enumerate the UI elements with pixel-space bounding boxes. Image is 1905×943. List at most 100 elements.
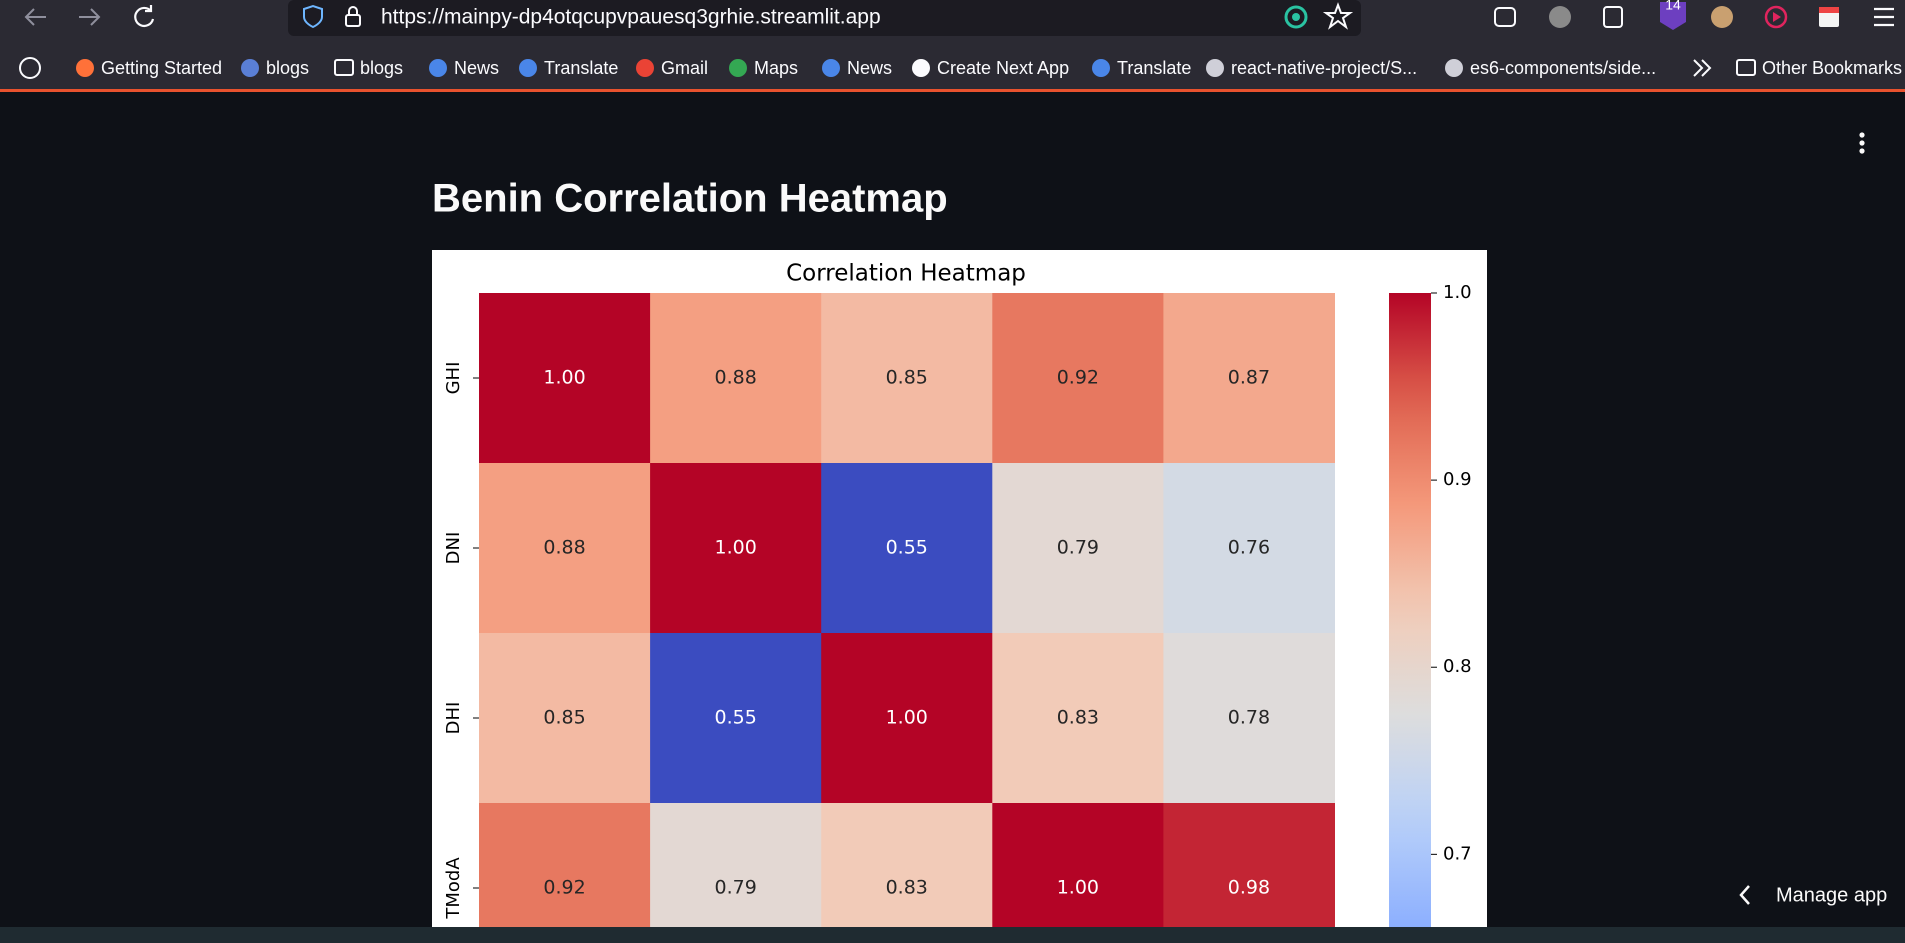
extension-dot [1292, 13, 1300, 21]
heatmap-cell [821, 293, 993, 464]
cell-label: 0.76 [1228, 537, 1270, 559]
globe-icon[interactable] [19, 57, 41, 79]
colorbar-tick-label: 0.7 [1443, 843, 1472, 864]
media-icon[interactable] [1764, 5, 1788, 29]
bookmark-icon [822, 59, 840, 77]
heatmap-cell [650, 803, 822, 927]
url-text[interactable]: https://mainpy-dp4otqcupvpauesq3grhie.st… [381, 6, 881, 29]
heatmap-cell [992, 293, 1164, 464]
nav-bar: https://mainpy-dp4otqcupvpauesq3grhie.st… [24, 0, 1894, 36]
badge-extension[interactable] [1660, 2, 1686, 30]
media-play [1773, 12, 1781, 22]
more-bookmarks[interactable] [1693, 59, 1712, 77]
cell-label: 0.92 [543, 877, 585, 899]
cell-label: 0.98 [1228, 877, 1270, 899]
url-field[interactable] [288, 0, 1361, 36]
bookmark-label[interactable]: react-native-project/S... [1231, 58, 1417, 78]
cell-label: 0.79 [714, 877, 756, 899]
bookmark-icon [1092, 59, 1110, 77]
cell-label: 0.55 [714, 707, 756, 729]
cell-label: 0.78 [1228, 707, 1270, 729]
bookmark-icon [76, 59, 94, 77]
bookmark-icon [636, 59, 654, 77]
back-button[interactable] [24, 8, 46, 26]
bookmark-label[interactable]: Getting Started [101, 58, 222, 78]
heatmap-cell [1163, 803, 1335, 927]
y-tick-label: DHI [443, 702, 464, 735]
heatmap-cell [1163, 293, 1335, 464]
page-top-border [0, 89, 1905, 92]
app-title: Benin Correlation Heatmap [432, 177, 948, 221]
bookmark-label[interactable]: Translate [1117, 58, 1191, 78]
cell-label: 0.79 [1057, 537, 1099, 559]
manage-app[interactable]: Manage app [1739, 884, 1887, 906]
cell-label: 0.87 [1228, 367, 1270, 389]
bookmark-label[interactable]: News [847, 58, 892, 78]
kebab-dot[interactable] [1859, 140, 1865, 146]
lock-icon[interactable] [345, 14, 361, 27]
cell-label: 1.00 [714, 537, 756, 559]
chart-title: Correlation Heatmap [786, 261, 1026, 287]
heatmap-cell [650, 463, 822, 634]
bookmark-label[interactable]: Maps [754, 58, 798, 78]
heatmap-cell [479, 293, 651, 464]
bookmark-icon [429, 59, 447, 77]
heatmap-cell [821, 463, 993, 634]
pocket-icon[interactable] [1494, 7, 1516, 27]
extensions-icon[interactable] [1603, 6, 1623, 28]
cell-label: 0.88 [543, 537, 585, 559]
colorbar-tick-label: 0.8 [1443, 656, 1472, 677]
y-tick-label: TModA [443, 857, 464, 920]
profile-icon[interactable] [1549, 6, 1571, 28]
bookmark-icon [1445, 59, 1463, 77]
cell-label: 0.83 [886, 877, 928, 899]
status-strip [0, 927, 1905, 943]
cell-label: 1.00 [543, 367, 585, 389]
avatar-icon[interactable] [1711, 6, 1733, 28]
heatmap-cell [1163, 463, 1335, 634]
cell-label: 1.00 [886, 707, 928, 729]
bookmark-label[interactable]: blogs [266, 58, 309, 78]
chevron-icon[interactable] [1739, 885, 1750, 905]
forward-button[interactable] [79, 8, 101, 26]
heatmap-cell [821, 803, 993, 927]
heatmap-cell [479, 803, 651, 927]
heatmap-cell [479, 633, 651, 804]
bookmark-icon [241, 59, 259, 77]
bookmark-label[interactable]: es6-components/side... [1470, 58, 1656, 78]
bookmark-label[interactable]: blogs [360, 58, 403, 78]
bookmark-icon [729, 59, 747, 77]
folder-icon [334, 59, 354, 76]
colorbar-tick-label: 1.0 [1443, 282, 1472, 303]
bookmark-icon [1206, 59, 1224, 77]
kebab-dot[interactable] [1859, 132, 1865, 138]
folder-icon [1736, 59, 1756, 76]
bookmark-label[interactable]: Other Bookmarks [1762, 58, 1902, 78]
manage-app-label[interactable]: Manage app [1776, 884, 1887, 906]
colorbar [1389, 293, 1431, 927]
extension-icon[interactable] [1284, 5, 1308, 29]
bookmark-star[interactable] [1322, 2, 1354, 30]
y-tick-label: GHI [443, 362, 464, 395]
bookmark-icon [519, 59, 537, 77]
menu-button[interactable] [1874, 7, 1894, 27]
shield-icon[interactable] [303, 4, 323, 29]
heatmap-cell [992, 803, 1164, 927]
chart: Correlation Heatmap GHI 1.00 0.88 0.85 0.92 0… [443, 261, 1472, 927]
cell-label: 0.85 [543, 707, 585, 729]
cell-label: 0.55 [886, 537, 928, 559]
bookmark-label[interactable]: Gmail [661, 58, 708, 78]
bookmark-label[interactable]: Translate [544, 58, 618, 78]
bookmark-label[interactable]: Create Next App [937, 58, 1069, 78]
lock-shackle [348, 6, 358, 15]
cell-label: 1.00 [1057, 877, 1099, 899]
kebab-dot[interactable] [1859, 148, 1865, 154]
bookmark-icon [912, 59, 930, 77]
reload-button[interactable] [134, 5, 155, 28]
heatmap-cell [992, 463, 1164, 634]
bookmark-label[interactable]: News [454, 58, 499, 78]
heatmap-cell [650, 633, 822, 804]
heatmap-cell [650, 293, 822, 464]
